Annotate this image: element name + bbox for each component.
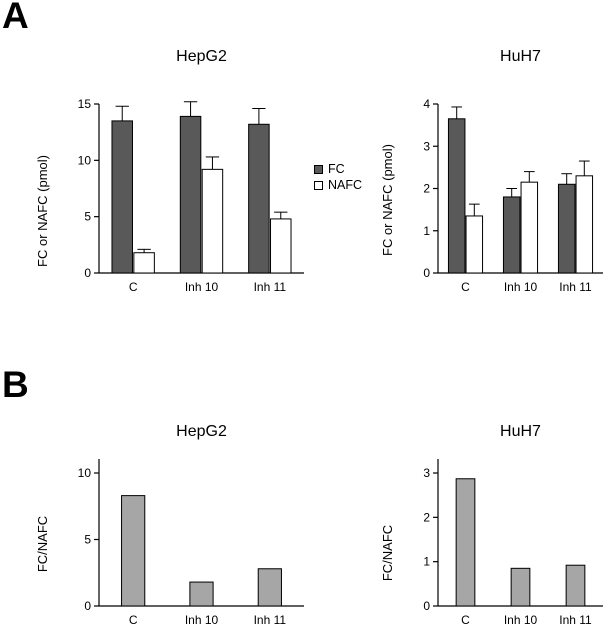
svg-text:Inh 10: Inh 10 bbox=[185, 280, 219, 294]
svg-text:FC or NAFC (pmol): FC or NAFC (pmol) bbox=[35, 155, 50, 267]
svg-text:0: 0 bbox=[84, 599, 91, 613]
svg-text:5: 5 bbox=[84, 210, 91, 224]
svg-text:3: 3 bbox=[423, 466, 430, 480]
svg-text:Inh 11: Inh 11 bbox=[559, 280, 592, 294]
svg-text:HepG2: HepG2 bbox=[176, 423, 227, 440]
svg-text:15: 15 bbox=[78, 97, 92, 111]
svg-text:Inh 11: Inh 11 bbox=[254, 613, 287, 627]
svg-text:C: C bbox=[461, 613, 470, 627]
svg-text:C: C bbox=[129, 613, 138, 627]
svg-text:0: 0 bbox=[84, 266, 91, 280]
svg-text:Inh 10: Inh 10 bbox=[504, 280, 538, 294]
svg-text:5: 5 bbox=[84, 533, 91, 547]
svg-text:HepG2: HepG2 bbox=[176, 48, 227, 65]
svg-text:10: 10 bbox=[78, 153, 92, 167]
svg-text:0: 0 bbox=[423, 266, 430, 280]
svg-text:0: 0 bbox=[423, 599, 430, 613]
svg-text:HuH7: HuH7 bbox=[500, 48, 541, 65]
svg-text:10: 10 bbox=[78, 466, 92, 480]
svg-text:C: C bbox=[129, 280, 138, 294]
svg-text:HuH7: HuH7 bbox=[500, 423, 541, 440]
svg-text:3: 3 bbox=[423, 139, 430, 153]
svg-text:Inh 10: Inh 10 bbox=[185, 613, 219, 627]
svg-text:2: 2 bbox=[423, 182, 430, 196]
svg-text:Inh 11: Inh 11 bbox=[254, 280, 287, 294]
svg-text:2: 2 bbox=[423, 510, 430, 524]
svg-text:1: 1 bbox=[423, 555, 430, 569]
svg-text:Inh 10: Inh 10 bbox=[504, 613, 538, 627]
svg-text:FC/NAFC: FC/NAFC bbox=[35, 516, 50, 572]
svg-text:FC/NAFC: FC/NAFC bbox=[380, 525, 395, 581]
svg-text:C: C bbox=[461, 280, 470, 294]
svg-text:1: 1 bbox=[423, 224, 430, 238]
svg-text:FC or NAFC (pmol): FC or NAFC (pmol) bbox=[380, 144, 395, 256]
svg-text:4: 4 bbox=[423, 97, 430, 111]
svg-text:Inh 11: Inh 11 bbox=[559, 613, 592, 627]
